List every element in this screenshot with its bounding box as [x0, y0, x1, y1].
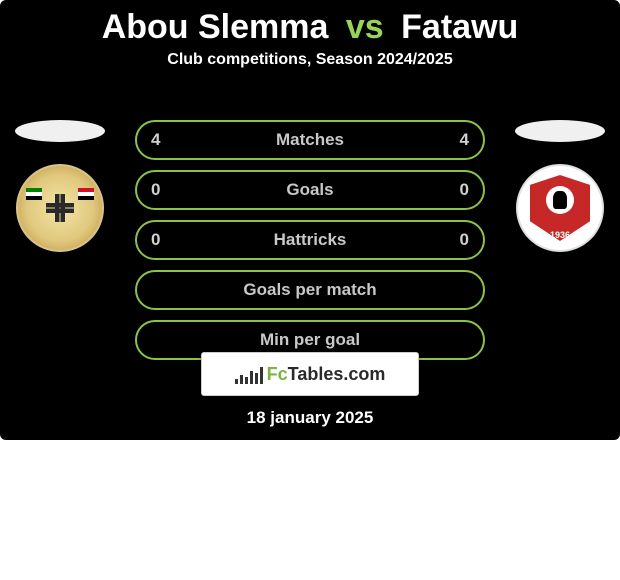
subtitle: Club competitions, Season 2024/2025	[0, 51, 620, 69]
player1-name: Abou Slemma	[102, 8, 329, 46]
brand-prefix: Fc	[267, 364, 288, 384]
stat-right-value: 0	[460, 180, 469, 200]
stat-label: Goals per match	[137, 280, 483, 300]
player2-name: Fatawu	[401, 8, 518, 46]
club-year: 1936	[518, 230, 602, 240]
comparison-card: Abou Slemma vs Fatawu Club competitions,…	[0, 0, 620, 440]
stats-list: 4 Matches 4 0 Goals 0 0 Hattricks 0 Goal…	[135, 120, 485, 360]
player1-flag-icon	[15, 120, 105, 142]
stat-row-hattricks: 0 Hattricks 0	[135, 220, 485, 260]
brand-suffix: Tables.com	[288, 364, 386, 384]
player2-flag-icon	[515, 120, 605, 142]
page-title: Abou Slemma vs Fatawu	[0, 0, 620, 51]
stat-label: Goals	[137, 180, 483, 200]
stat-label: Matches	[137, 130, 483, 150]
chart-bars-icon	[235, 364, 263, 384]
stat-row-goals: 0 Goals 0	[135, 170, 485, 210]
stat-left-value: 0	[151, 230, 160, 250]
stat-row-matches: 4 Matches 4	[135, 120, 485, 160]
stat-right-value: 4	[460, 130, 469, 150]
right-badges: 1936	[510, 120, 610, 252]
brand-text: FcTables.com	[267, 364, 386, 385]
brand-link[interactable]: FcTables.com	[201, 352, 419, 396]
player2-club-badge: 1936	[516, 164, 604, 252]
stat-label: Hattricks	[137, 230, 483, 250]
badge-decor-icon	[78, 188, 94, 200]
vs-separator: vs	[346, 8, 384, 46]
stat-left-value: 4	[151, 130, 160, 150]
stat-left-value: 0	[151, 180, 160, 200]
left-badges	[10, 120, 110, 252]
date-label: 18 january 2025	[0, 408, 620, 428]
stat-right-value: 0	[460, 230, 469, 250]
stat-row-goals-per-match: Goals per match	[135, 270, 485, 310]
player1-club-badge	[16, 164, 104, 252]
stat-label: Min per goal	[137, 330, 483, 350]
